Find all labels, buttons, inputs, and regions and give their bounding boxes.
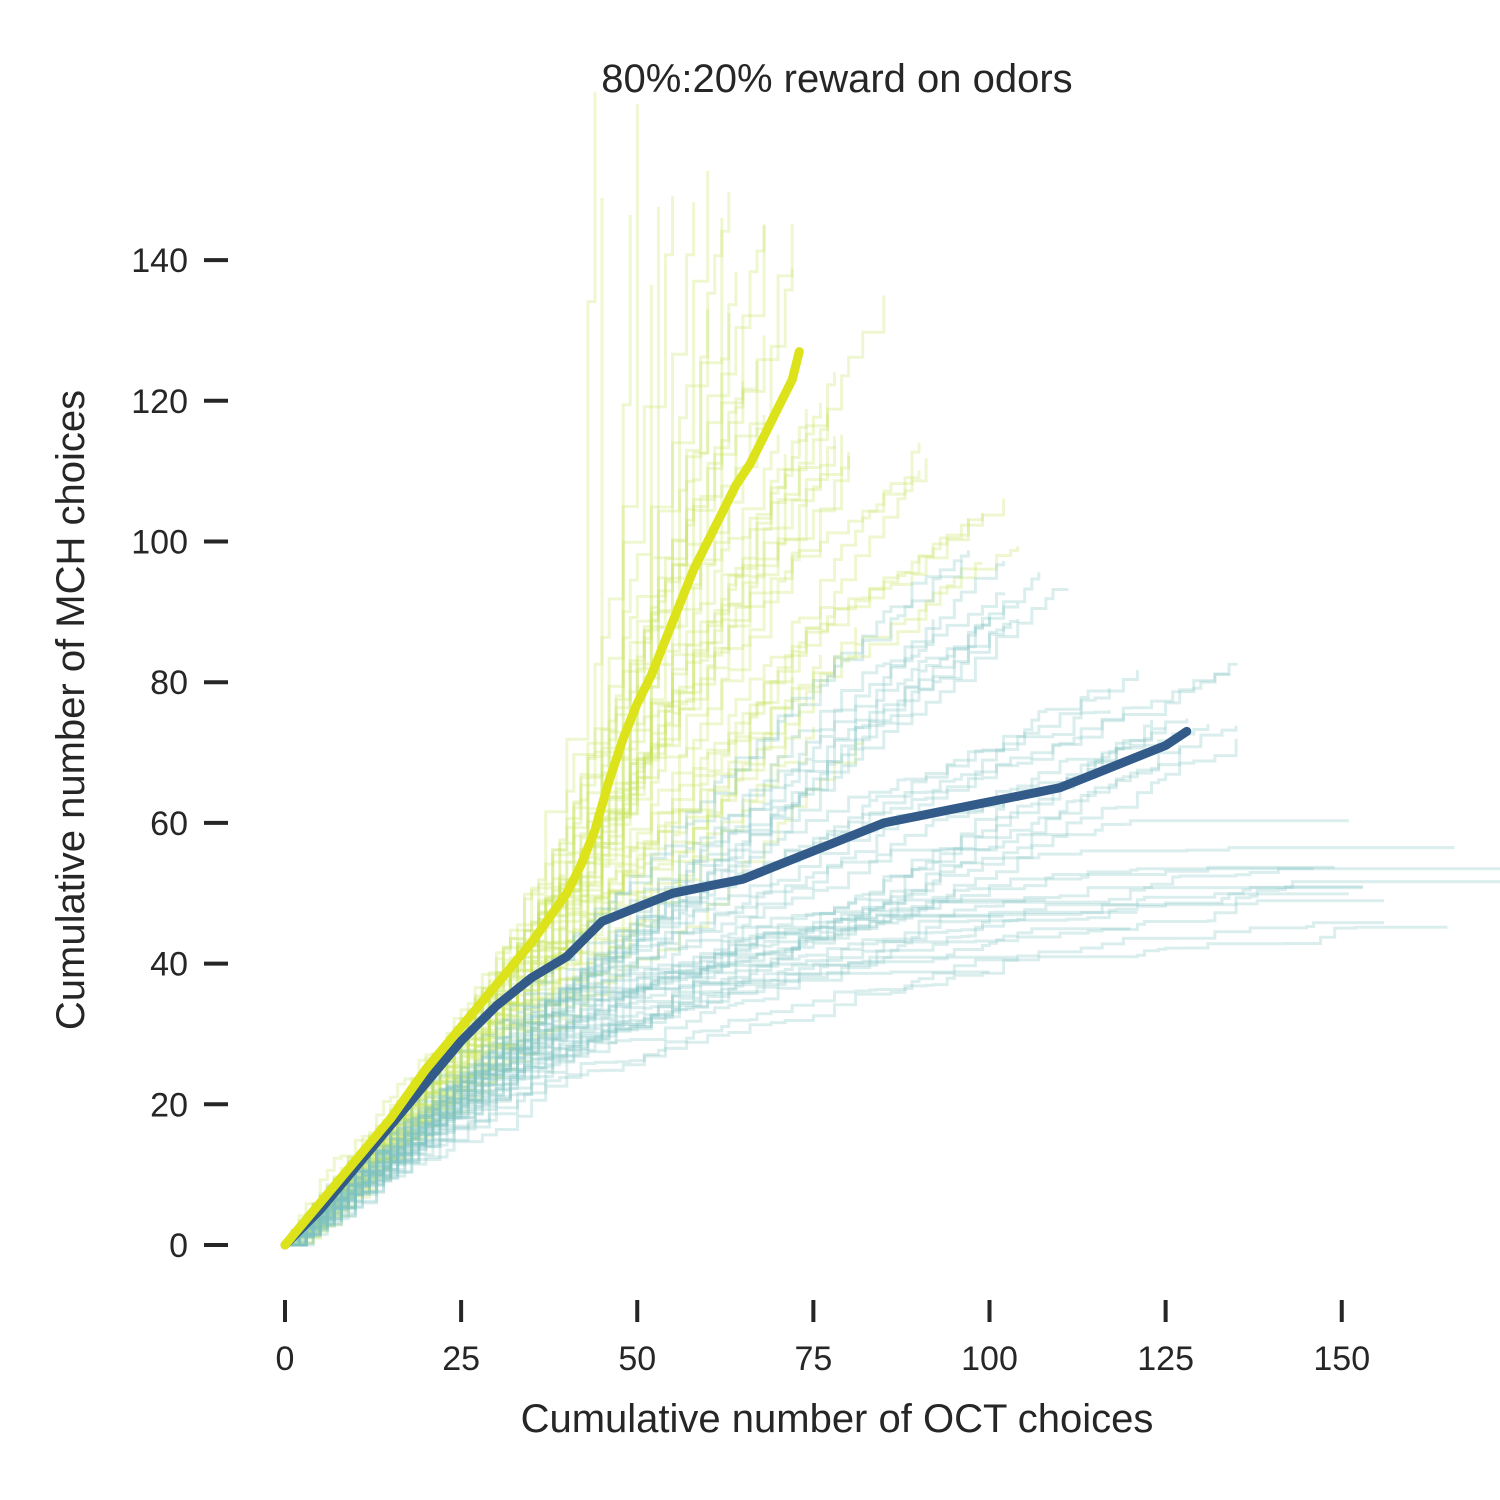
y-axis-label: Cumulative number of MCH choices — [49, 390, 93, 1030]
teal-trajectory-4 — [285, 925, 1448, 1247]
teal-trajectory-9 — [285, 561, 1006, 1247]
mean-lines — [280, 347, 1192, 1250]
teal-trajectory-32 — [285, 899, 1384, 1247]
teal-trajectory-41 — [285, 898, 1046, 1247]
x-tick-label-4: 100 — [961, 1340, 1018, 1378]
yellow-trajectory-22 — [285, 727, 815, 1247]
yellow-trajectory-8 — [285, 284, 653, 1247]
teal-trajectory-34 — [285, 910, 1138, 1247]
teal-trajectory-15 — [285, 622, 1011, 1247]
yellow-trajectory-12 — [285, 518, 970, 1247]
teal-trajectory-25 — [285, 921, 1384, 1247]
chart-title: 80%:20% reward on odors — [601, 57, 1072, 101]
teal-trajectory-38 — [285, 880, 1500, 1247]
yellow-trajectory-15 — [285, 434, 780, 1247]
yellow-trajectory-38 — [285, 654, 822, 1247]
teal-trajectory-8 — [285, 670, 1139, 1247]
teal-trajectory-10 — [285, 867, 1500, 1247]
y-tick-label-2: 40 — [150, 946, 188, 984]
yellow-trajectory-3 — [285, 402, 822, 1247]
teal-trajectory-19 — [285, 662, 1238, 1247]
teal-trajectory-20 — [285, 914, 1004, 1247]
x-tick-label-0: 0 — [276, 1340, 295, 1378]
y-tick-label-3: 60 — [150, 805, 188, 843]
x-axis-label: Cumulative number of OCT choices — [521, 1397, 1154, 1441]
teal-trajectory-6 — [285, 927, 1131, 1247]
yellow-trajectory-42 — [285, 224, 766, 1247]
y-axis: 0 20 40 60 80 100 120 140 — [131, 242, 228, 1265]
yellow-trajectory-6 — [285, 627, 858, 1247]
teal-trajectory-11 — [285, 865, 1335, 1247]
yellow-trajectory-19 — [285, 456, 851, 1247]
x-tick-label-2: 50 — [618, 1340, 656, 1378]
yellow-trajectory-35 — [285, 372, 836, 1247]
teal-trajectory-35 — [285, 725, 1238, 1247]
teal-trajectory-33 — [285, 724, 1210, 1247]
teal-trajectory-36 — [285, 618, 1020, 1247]
teal-trajectory-17 — [285, 819, 1349, 1247]
yellow-trajectory-20 — [285, 546, 1020, 1247]
teal-trajectory-26 — [285, 672, 1231, 1247]
teal-trajectory-14 — [285, 753, 1104, 1247]
teal-trajectory-23 — [285, 619, 935, 1247]
yellow-trajectory-18 — [285, 223, 794, 1247]
teal-trajectory-7 — [285, 727, 1166, 1247]
yellow-trajectory-2 — [285, 217, 724, 1247]
teal-trajectory-18 — [285, 885, 1363, 1247]
series-line-0 — [280, 347, 804, 1250]
y-tick-label-5: 100 — [131, 524, 188, 562]
yellow-trajectory-37 — [285, 458, 928, 1247]
teal-trajectory-27 — [285, 955, 1018, 1247]
teal-trajectory-1 — [285, 592, 1006, 1247]
teal-trajectory-12 — [285, 718, 1189, 1247]
teal-trajectory-37 — [285, 572, 1041, 1247]
yellow-trajectory-36 — [285, 513, 984, 1247]
y-tick-label-0: 0 — [169, 1227, 188, 1265]
teal-trajectory-29 — [285, 588, 1069, 1247]
yellow-trajectory-40 — [285, 206, 660, 1247]
teal-trajectory-24 — [285, 886, 1363, 1247]
teal-trajectory-13 — [285, 970, 990, 1247]
y-tick-label-7: 140 — [131, 242, 188, 280]
teal-trajectory-30 — [285, 550, 970, 1247]
yellow-trajectory-43 — [285, 409, 808, 1247]
x-tick-label-3: 75 — [794, 1340, 832, 1378]
yellow-trajectory-16 — [285, 91, 597, 1247]
teal-trajectory-2 — [285, 617, 991, 1247]
teal-trajectory-22 — [285, 602, 1020, 1247]
y-tick-label-4: 80 — [150, 664, 188, 702]
teal-trajectory-39 — [285, 892, 1349, 1247]
yellow-trajectory-17 — [285, 192, 731, 1247]
x-axis: 0 25 50 75 100 125 150 — [276, 1300, 1370, 1378]
teal-trajectory-3 — [285, 867, 1314, 1247]
series-line-1 — [280, 726, 1192, 1250]
individual-trajectories — [285, 91, 1500, 1247]
y-tick-label-6: 120 — [131, 383, 188, 421]
yellow-trajectory-4 — [285, 561, 983, 1247]
y-tick-label-1: 20 — [150, 1086, 188, 1124]
teal-trajectory-21 — [285, 719, 1153, 1247]
teal-trajectory-0 — [285, 748, 1182, 1247]
teal-trajectory-5 — [285, 688, 1111, 1247]
teal-trajectory-16 — [285, 560, 963, 1247]
yellow-trajectory-30 — [285, 677, 794, 1247]
x-tick-label-5: 125 — [1137, 1340, 1194, 1378]
yellow-trajectory-1 — [285, 308, 710, 1247]
yellow-trajectory-46 — [285, 740, 865, 1247]
yellow-trajectory-11 — [285, 451, 851, 1247]
yellow-trajectory-21 — [285, 434, 844, 1247]
teal-trajectory-40 — [285, 710, 1111, 1247]
x-tick-label-6: 150 — [1313, 1340, 1370, 1378]
teal-trajectory-28 — [285, 738, 1238, 1247]
yellow-trajectory-28 — [285, 498, 1006, 1247]
x-tick-label-1: 25 — [442, 1340, 480, 1378]
yellow-trajectory-7 — [285, 454, 787, 1247]
yellow-trajectory-33 — [285, 313, 731, 1247]
yellow-trajectory-27 — [285, 295, 886, 1247]
teal-trajectory-31 — [285, 846, 1455, 1247]
